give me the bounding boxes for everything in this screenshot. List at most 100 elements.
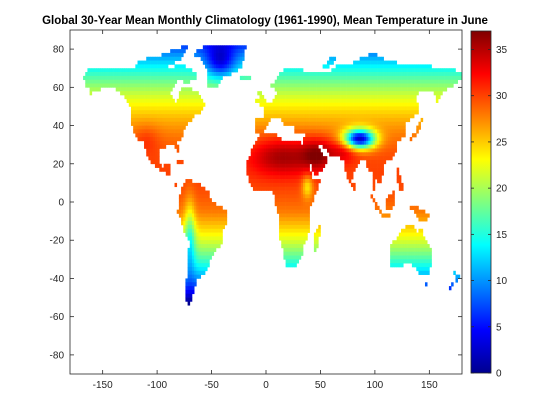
land-cell — [154, 94, 158, 100]
land-cell — [270, 148, 273, 153]
land-cell — [161, 140, 164, 146]
land-cell — [298, 159, 302, 165]
land-cell — [429, 263, 432, 268]
land-cell — [353, 167, 356, 172]
land-cell — [313, 144, 317, 149]
land-cell — [374, 202, 378, 207]
land-cell — [191, 259, 195, 264]
land-cell — [303, 213, 306, 218]
land-cell — [331, 79, 334, 84]
land-cell — [346, 152, 350, 157]
land-cell — [285, 224, 289, 230]
land-cell — [335, 94, 339, 100]
land-cell — [154, 114, 158, 119]
land-cell — [368, 56, 371, 61]
land-cell — [289, 217, 293, 222]
land-cell — [370, 75, 374, 81]
land-cell — [329, 106, 332, 111]
land-cell — [87, 68, 90, 73]
land-cell — [209, 251, 212, 256]
land-cell — [401, 114, 404, 119]
land-cell — [152, 121, 156, 126]
land-cell — [287, 194, 291, 199]
land-cell — [165, 125, 169, 130]
land-cell — [392, 148, 395, 153]
land-cell — [178, 137, 182, 142]
land-cell — [429, 75, 432, 81]
map-axes: -150 -100 -50 0 50 100 150 806040200-20-40-60-… — [50, 29, 463, 391]
land-cell — [183, 213, 186, 218]
land-cell — [390, 133, 393, 138]
land-cell — [281, 236, 284, 241]
land-cell — [398, 87, 402, 92]
land-cell — [135, 114, 138, 119]
land-cell — [191, 75, 195, 81]
land-cell — [342, 68, 345, 73]
land-cell — [318, 232, 321, 237]
land-cell — [150, 152, 154, 157]
land-cell — [387, 152, 391, 157]
land-cell — [318, 167, 321, 172]
land-cell — [205, 205, 208, 210]
land-cell — [281, 186, 284, 191]
land-cell — [313, 171, 317, 176]
land-cell — [411, 251, 415, 256]
land-cell — [157, 106, 160, 111]
land-cell — [144, 64, 147, 69]
land-cell — [313, 75, 317, 81]
land-cell — [257, 129, 260, 134]
land-cell — [335, 152, 339, 157]
land-cell — [93, 68, 97, 73]
land-cell — [305, 171, 308, 176]
land-cell — [187, 224, 191, 230]
land-cell — [85, 75, 88, 81]
land-cell — [228, 68, 232, 73]
land-cell — [414, 110, 417, 115]
land-cell — [154, 129, 158, 134]
land-cell — [424, 251, 428, 256]
land-cell — [438, 91, 441, 96]
land-cell — [394, 117, 398, 123]
land-cell — [298, 110, 302, 115]
land-cell — [420, 270, 424, 275]
land-cell — [189, 289, 193, 295]
land-cell — [366, 152, 369, 157]
land-cell — [322, 129, 326, 134]
land-cell — [176, 137, 180, 142]
land-cell — [285, 110, 289, 115]
land-cell — [285, 198, 289, 203]
land-cell — [392, 152, 395, 157]
land-cell — [292, 213, 295, 218]
land-cell — [87, 72, 90, 77]
land-cell — [374, 205, 378, 210]
land-cell — [377, 179, 380, 184]
land-cell — [316, 125, 319, 130]
land-cell — [163, 133, 167, 138]
land-cell — [387, 121, 391, 126]
land-cell — [292, 228, 295, 233]
land-cell — [324, 79, 328, 84]
land-cell — [185, 209, 188, 214]
land-cell — [200, 247, 204, 253]
land-cell — [331, 87, 334, 92]
land-cell — [411, 91, 415, 96]
land-cell — [424, 87, 428, 92]
land-cell — [257, 179, 260, 184]
land-cell — [187, 68, 191, 73]
land-cell — [451, 75, 454, 81]
land-cell — [422, 251, 426, 256]
land-cell — [93, 79, 97, 84]
land-cell — [157, 152, 160, 157]
land-cell — [124, 94, 127, 100]
land-cell — [392, 137, 395, 142]
land-cell — [163, 106, 167, 111]
land-cell — [329, 60, 332, 65]
land-cell — [202, 244, 206, 249]
land-cell — [300, 205, 304, 210]
land-cell — [276, 198, 280, 203]
land-cell — [259, 186, 262, 191]
land-cell — [189, 202, 193, 207]
land-cell — [383, 75, 387, 81]
land-cell — [191, 110, 195, 115]
land-cell — [272, 156, 276, 161]
